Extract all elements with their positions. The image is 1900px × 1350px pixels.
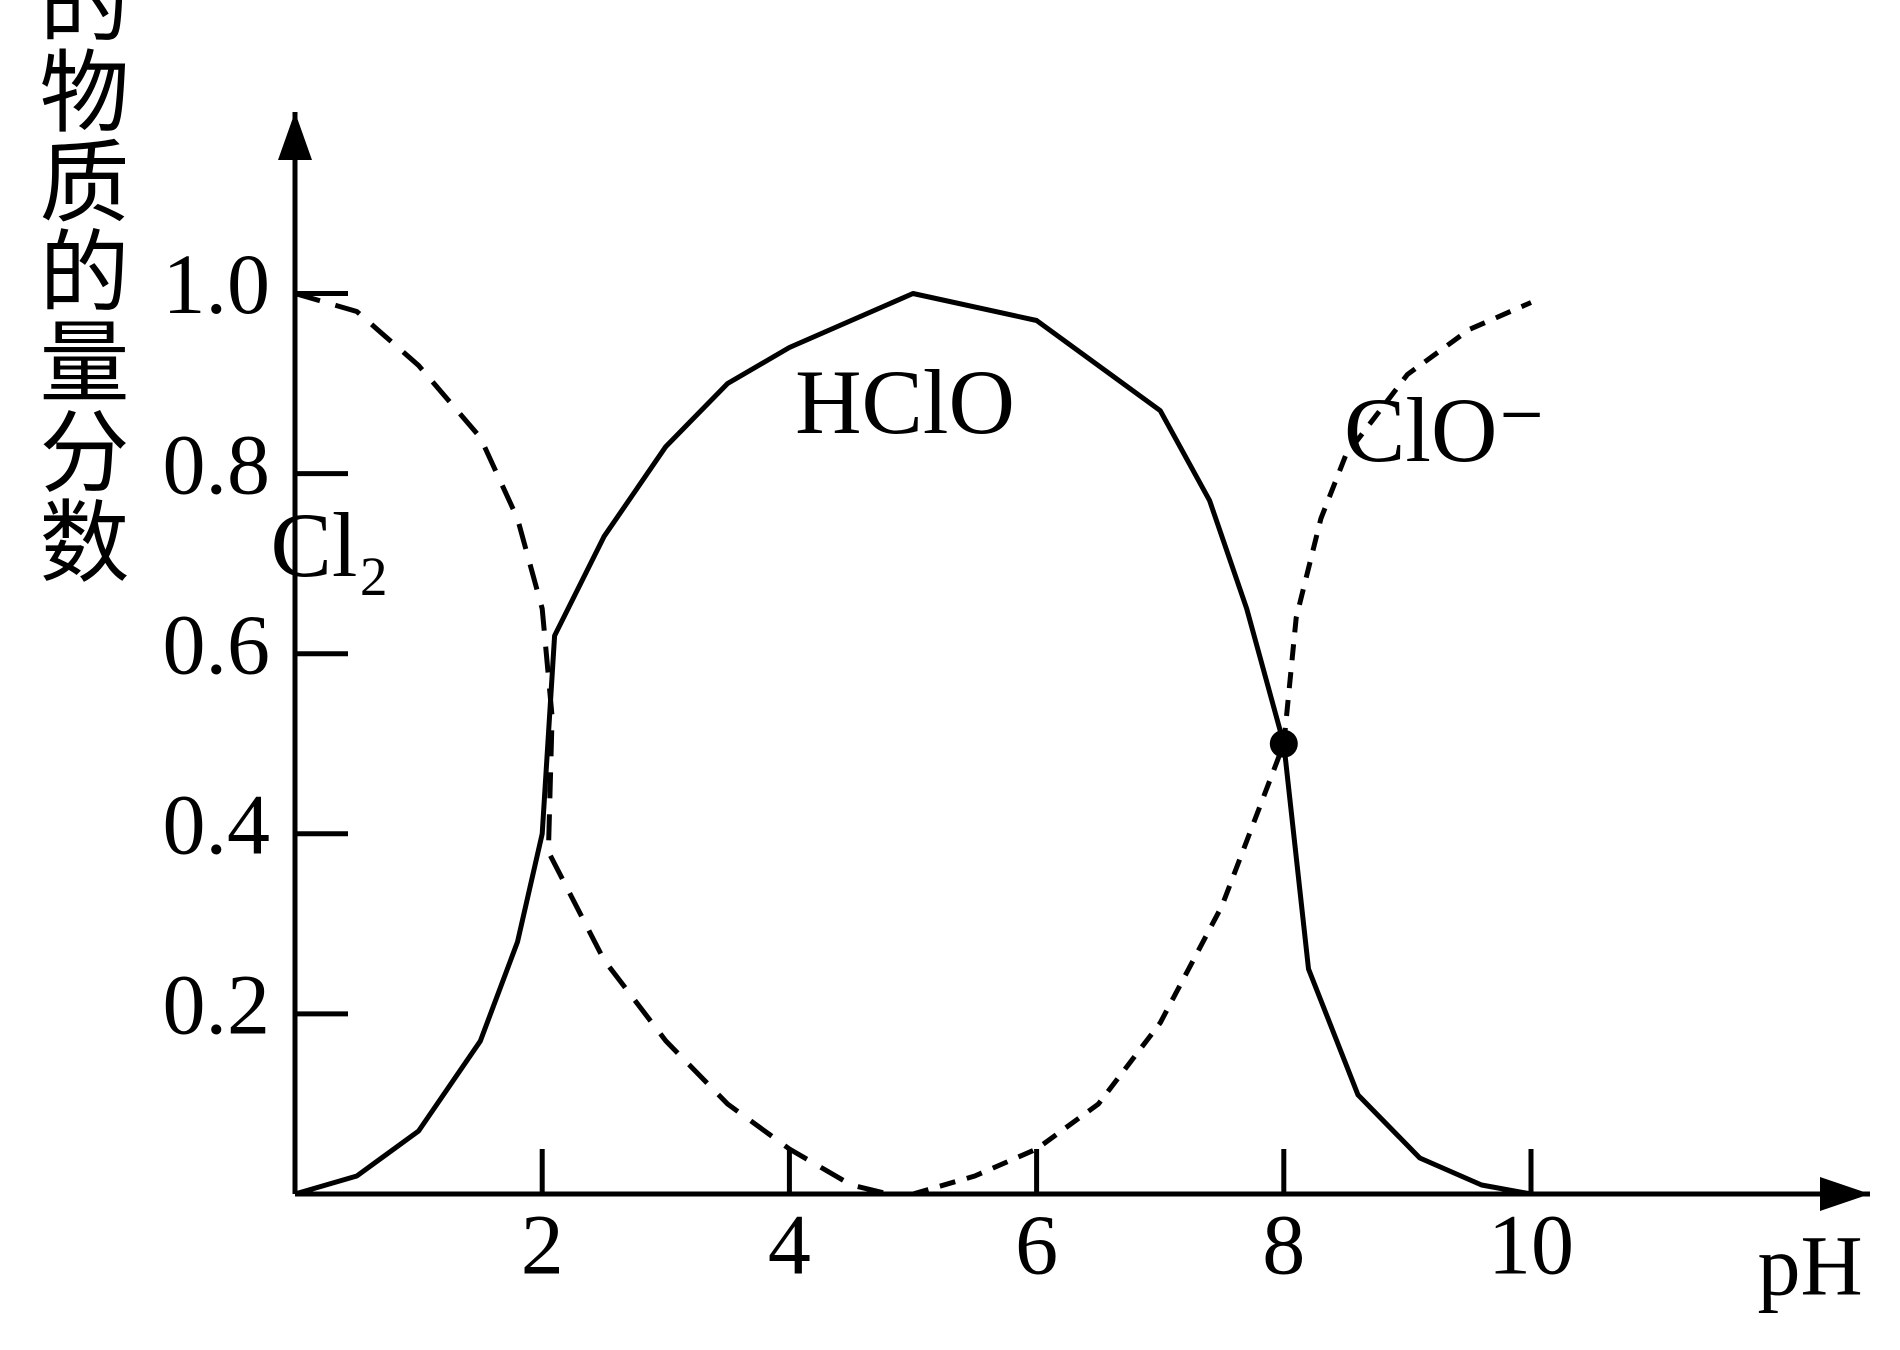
series-label: ClO⁻ xyxy=(1344,379,1546,481)
series-line xyxy=(294,291,889,1197)
x-axis-label: pH xyxy=(1757,1218,1862,1314)
y-tick-label: 0.4 xyxy=(163,777,271,873)
y-axis-label: 微粒分布的物质的量分数 xyxy=(26,0,129,585)
series-line xyxy=(294,291,1532,1197)
x-tick-label: 6 xyxy=(1015,1197,1058,1293)
y-tick-label: 0.8 xyxy=(163,416,271,512)
x-axis-arrow xyxy=(1820,1177,1870,1211)
x-tick-label: 10 xyxy=(1488,1197,1574,1293)
y-tick-label: 0.2 xyxy=(163,957,271,1053)
x-tick-label: 8 xyxy=(1262,1197,1305,1293)
y-tick-label: 1.0 xyxy=(163,236,271,332)
y-axis-arrow xyxy=(278,112,312,160)
series-label: Cl₂ xyxy=(271,494,390,596)
series-label: HClO xyxy=(795,351,1015,453)
x-tick-label: 2 xyxy=(521,1197,564,1293)
x-tick-label: 4 xyxy=(768,1197,811,1293)
y-tick-label: 0.6 xyxy=(163,596,271,692)
point-marker xyxy=(1269,729,1298,758)
